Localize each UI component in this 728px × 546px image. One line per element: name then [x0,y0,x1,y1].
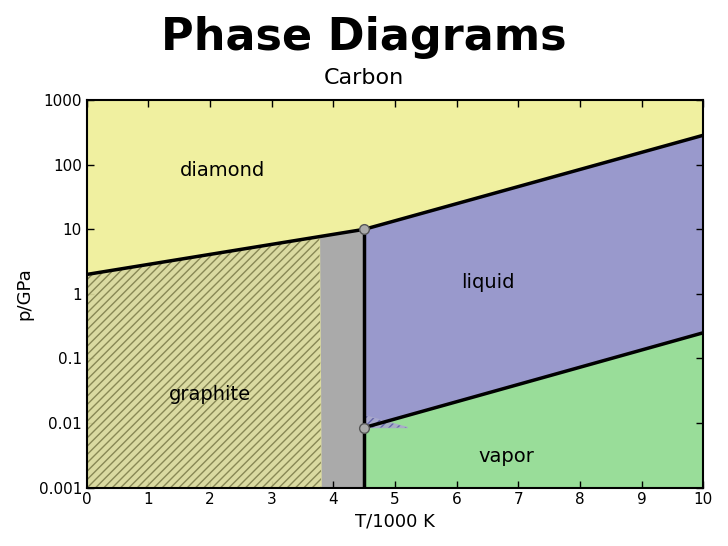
Polygon shape [364,333,703,488]
Text: Carbon: Carbon [324,68,404,88]
Text: Phase Diagrams: Phase Diagrams [161,16,567,60]
Text: liquid: liquid [461,273,514,292]
Polygon shape [364,100,703,428]
Polygon shape [87,229,364,488]
Text: graphite: graphite [169,384,251,403]
X-axis label: T/1000 K: T/1000 K [355,513,435,531]
Text: vapor: vapor [478,447,534,466]
Polygon shape [87,236,321,488]
Polygon shape [87,100,703,275]
Y-axis label: p/GPa: p/GPa [15,268,33,321]
Polygon shape [364,416,408,428]
Text: diamond: diamond [180,162,265,181]
